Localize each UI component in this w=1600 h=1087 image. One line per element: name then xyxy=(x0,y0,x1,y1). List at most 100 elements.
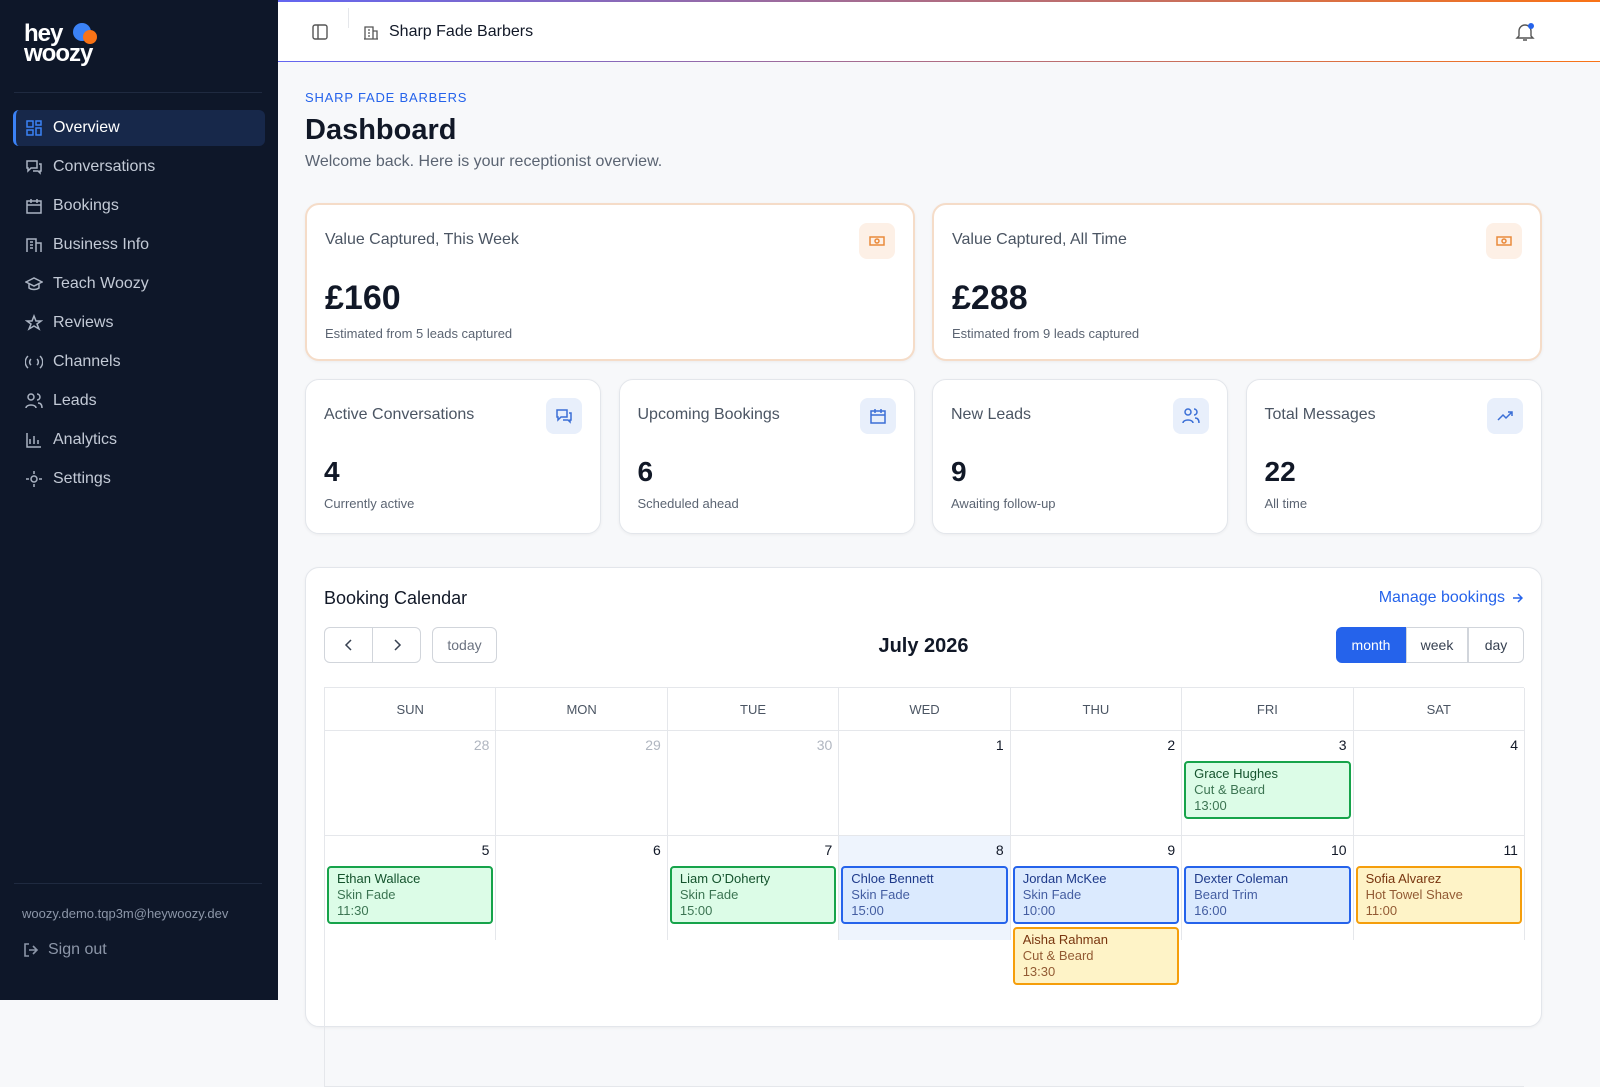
icon xyxy=(869,236,885,246)
day-cell: 3 Grace Hughes Cut & Beard 13:00 xyxy=(1182,730,1354,835)
booking-event[interactable]: Grace Hughes Cut & Beard 13:00 xyxy=(1184,761,1351,819)
nav-item[interactable]: Business Info xyxy=(13,227,265,263)
month-label: July 2026 xyxy=(878,635,969,657)
icon xyxy=(24,943,39,957)
nav-item[interactable]: Settings xyxy=(13,461,265,497)
notifications[interactable] xyxy=(1515,22,1535,42)
card-label: Value Captured, This Week xyxy=(325,231,519,248)
event-time: 16:00 xyxy=(1194,903,1227,918)
booking-event[interactable]: Aisha Rahman Cut & Beard 13:30 xyxy=(1012,927,1180,985)
card-label: Upcoming Bookings xyxy=(637,406,780,423)
event-service: Skin Fade xyxy=(851,887,910,902)
card-value: 9 xyxy=(951,456,967,487)
nav: Overview Conversations Bookings Business In… xyxy=(13,110,265,500)
nav-item[interactable]: Reviews xyxy=(13,305,265,341)
event-service: Hot Towel Shave xyxy=(1365,887,1463,902)
day-number: 11 xyxy=(1503,842,1518,858)
event-time: 11:30 xyxy=(337,903,369,918)
day-cell: 11 Sofia Alvarez Hot Towel Shave 11:00 xyxy=(1353,835,1525,940)
event-name: Ethan Wallace xyxy=(337,871,421,886)
event-name: Dexter Coleman xyxy=(1194,871,1289,886)
card-label: New Leads xyxy=(951,406,1032,423)
card-label: Active Conversations xyxy=(324,406,475,423)
day-number: 3 xyxy=(1338,737,1347,753)
day-cell: 30 xyxy=(667,730,840,835)
building-icon xyxy=(364,26,378,40)
event-list: Chloe Bennett Skin Fade 15:00 xyxy=(839,866,1009,927)
logo: hey woozy xyxy=(24,20,97,67)
view-button[interactable]: month xyxy=(1336,627,1406,663)
day-number: 7 xyxy=(824,842,833,858)
event-service: Skin Fade xyxy=(1022,887,1082,902)
day-cell: 5 Ethan Wallace Skin Fade 11:30 xyxy=(325,835,497,940)
nav-item[interactable]: Overview xyxy=(13,110,265,146)
nav-item[interactable]: Teach Woozy xyxy=(13,266,265,302)
nav-item[interactable]: Analytics xyxy=(13,422,265,458)
icon xyxy=(25,393,43,409)
weekday-header: TUE xyxy=(668,688,840,730)
logo-bubbles xyxy=(73,23,97,44)
booking-event[interactable]: Jordan McKee Skin Fade 10:00 xyxy=(1012,866,1180,924)
booking-event[interactable]: Ethan Wallace Skin Fade 11:30 xyxy=(327,866,494,924)
view-button[interactable]: day xyxy=(1468,627,1524,663)
booking-event[interactable]: Sofia Alvarez Hot Towel Shave 11:00 xyxy=(1355,866,1522,924)
card-value: 6 xyxy=(637,456,654,487)
nav-item[interactable]: Bookings xyxy=(13,188,265,224)
booking-event[interactable]: Chloe Bennett Skin Fade 15:00 xyxy=(841,866,1008,924)
icon xyxy=(869,409,886,424)
day-number: 8 xyxy=(995,842,1004,858)
icon xyxy=(26,120,42,136)
nav-label: Teach Woozy xyxy=(53,275,149,292)
icon xyxy=(25,314,43,331)
nav-item[interactable]: Channels xyxy=(13,344,265,380)
today-button[interactable]: today xyxy=(432,627,497,663)
icon xyxy=(1513,593,1523,603)
manage-bookings-link[interactable]: Manage bookings xyxy=(1379,589,1523,607)
prev-button[interactable] xyxy=(324,627,373,663)
divider xyxy=(14,883,262,884)
logo-text: woozy xyxy=(24,40,93,67)
event-time: 13:00 xyxy=(1194,798,1227,813)
view-button[interactable]: week xyxy=(1406,627,1468,663)
icon xyxy=(25,355,43,369)
event-list: Ethan Wallace Skin Fade 11:30 xyxy=(325,866,495,927)
card-icon xyxy=(859,223,895,259)
sidebar-toggle[interactable] xyxy=(312,24,328,40)
card-icon xyxy=(1173,398,1209,434)
day-number: 29 xyxy=(645,737,661,753)
event-list: Sofia Alvarez Hot Towel Shave 11:00 xyxy=(1354,866,1524,927)
event-service: Skin Fade xyxy=(337,887,396,902)
nav-label: Business Info xyxy=(53,236,150,253)
event-name: Sofia Alvarez xyxy=(1365,871,1442,886)
nav-item[interactable]: Leads xyxy=(13,383,265,419)
card-note: Scheduled ahead xyxy=(637,496,739,511)
icon xyxy=(344,639,352,651)
link-label: Manage bookings xyxy=(1378,589,1505,606)
nav-item[interactable]: Conversations xyxy=(13,149,265,185)
divider xyxy=(348,8,349,28)
stat-card: New Leads 9 Awaiting follow-up xyxy=(932,379,1228,534)
day-cell: 28 xyxy=(325,730,497,835)
booking-event[interactable]: Dexter Coleman Beard Trim 16:00 xyxy=(1184,866,1351,924)
icon xyxy=(26,433,41,448)
stat-card: Value Captured, This Week £160 Estimated f… xyxy=(305,203,915,361)
logo-text: hey xyxy=(24,20,63,47)
weekday-header: MON xyxy=(496,688,668,730)
day-cell: 4 xyxy=(1353,730,1525,835)
stat-card: Total Messages 22 All time xyxy=(1245,379,1542,534)
weekday-header: WED xyxy=(839,688,1011,730)
day-number: 9 xyxy=(1167,842,1176,858)
day-number: 6 xyxy=(653,842,661,858)
day-number: 30 xyxy=(816,737,833,753)
card-value: 4 xyxy=(324,456,340,487)
booking-event[interactable]: Liam O’Doherty Skin Fade 15:00 xyxy=(669,866,837,924)
booking-calendar: Booking Calendar Manage bookings today July… xyxy=(305,567,1542,1087)
next-button[interactable] xyxy=(372,627,421,663)
event-service: Beard Trim xyxy=(1194,887,1258,902)
eyebrow: SHARP FADE BARBERS xyxy=(305,90,468,105)
card-value: £288 xyxy=(952,279,1028,317)
sidebar: hey woozy Overview Conversations Bookings Bu… xyxy=(0,0,278,1000)
icon xyxy=(393,639,401,651)
event-time: 10:00 xyxy=(1022,903,1056,918)
sign-out[interactable]: Sign out xyxy=(22,941,107,959)
